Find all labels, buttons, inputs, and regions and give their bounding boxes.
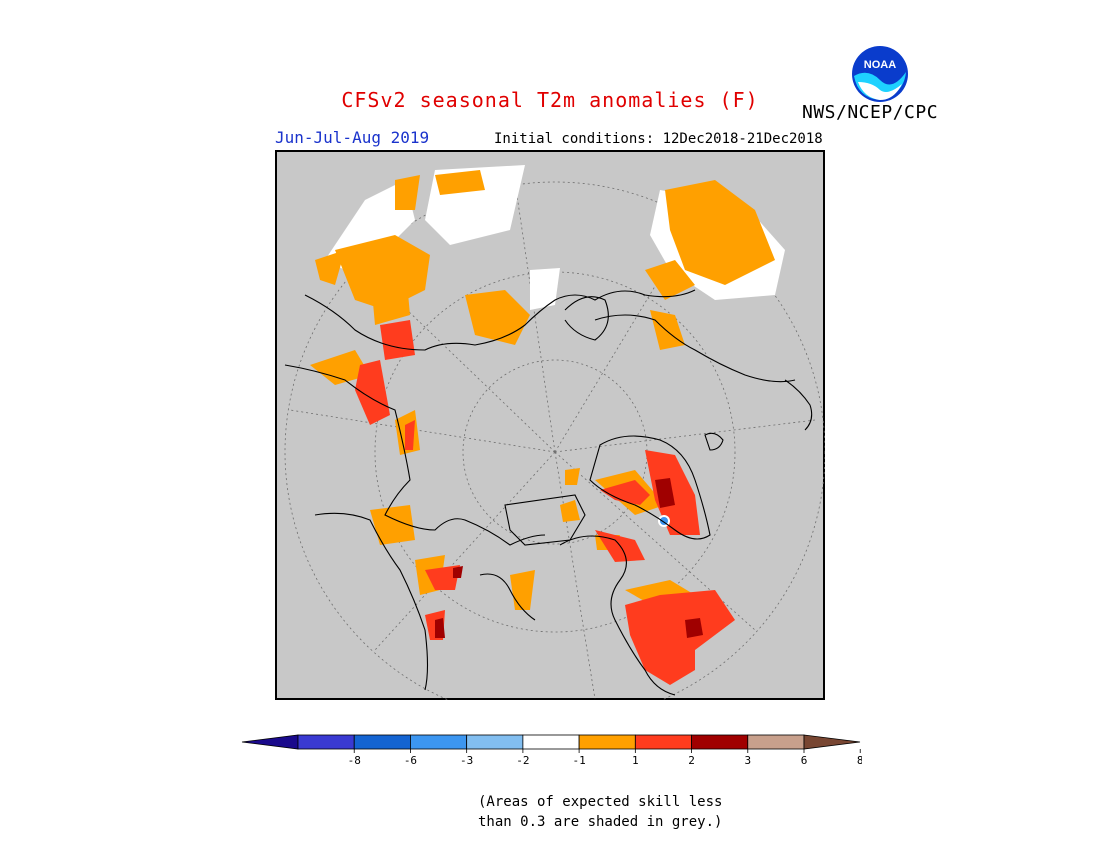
colorbar-bin <box>578 734 636 750</box>
note-line-1: (Areas of expected skill less <box>478 794 723 810</box>
colorbar-bin <box>522 734 580 750</box>
logo-text: NOAA <box>864 59 896 71</box>
colorbar-tick-label: 2 <box>688 754 695 767</box>
colorbar-bin <box>353 734 411 750</box>
colorbar-arrow-low <box>241 734 299 750</box>
noaa-logo: NOAA <box>849 43 911 105</box>
note-line-2: than 0.3 are shaded in grey.) <box>478 814 723 830</box>
colorbar-tick-label: 1 <box>632 754 639 767</box>
skill-note: (Areas of expected skill less than 0.3 a… <box>478 792 722 832</box>
chart-title: CFSv2 seasonal T2m anomalies (F) <box>341 88 759 112</box>
colorbar-legend: -8 -6 -3 -2 -1 1 2 3 6 8 <box>241 734 862 767</box>
colorbar-tick-label: 8 <box>857 754 862 767</box>
colorbar-tick-label: -6 <box>404 754 417 767</box>
colorbar-tick-label: -8 <box>348 754 361 767</box>
initial-conditions-label: Initial conditions: 12Dec2018-21Dec2018 <box>494 131 823 147</box>
warm-3-6-regions <box>435 478 703 638</box>
colorbar-bin <box>691 734 749 750</box>
colorbar-tick-label: 3 <box>744 754 751 767</box>
colorbar-arrow-high <box>803 734 861 750</box>
colorbar-bin <box>410 734 468 750</box>
colorbar-tick-label: 6 <box>801 754 808 767</box>
colorbar-bin <box>747 734 805 750</box>
coastlines <box>284 289 813 696</box>
colorbar-tick-label: -1 <box>572 754 585 767</box>
colorbar-tick-label: -2 <box>516 754 529 767</box>
colorbar-bin <box>634 734 692 750</box>
colorbar-bin <box>466 734 524 750</box>
organization-label: NWS/NCEP/CPC <box>802 102 939 123</box>
colorbar-tick-label: -3 <box>460 754 473 767</box>
colorbar-bin <box>297 734 355 750</box>
polar-map <box>275 150 825 700</box>
season-label: Jun-Jul-Aug 2019 <box>275 128 430 147</box>
